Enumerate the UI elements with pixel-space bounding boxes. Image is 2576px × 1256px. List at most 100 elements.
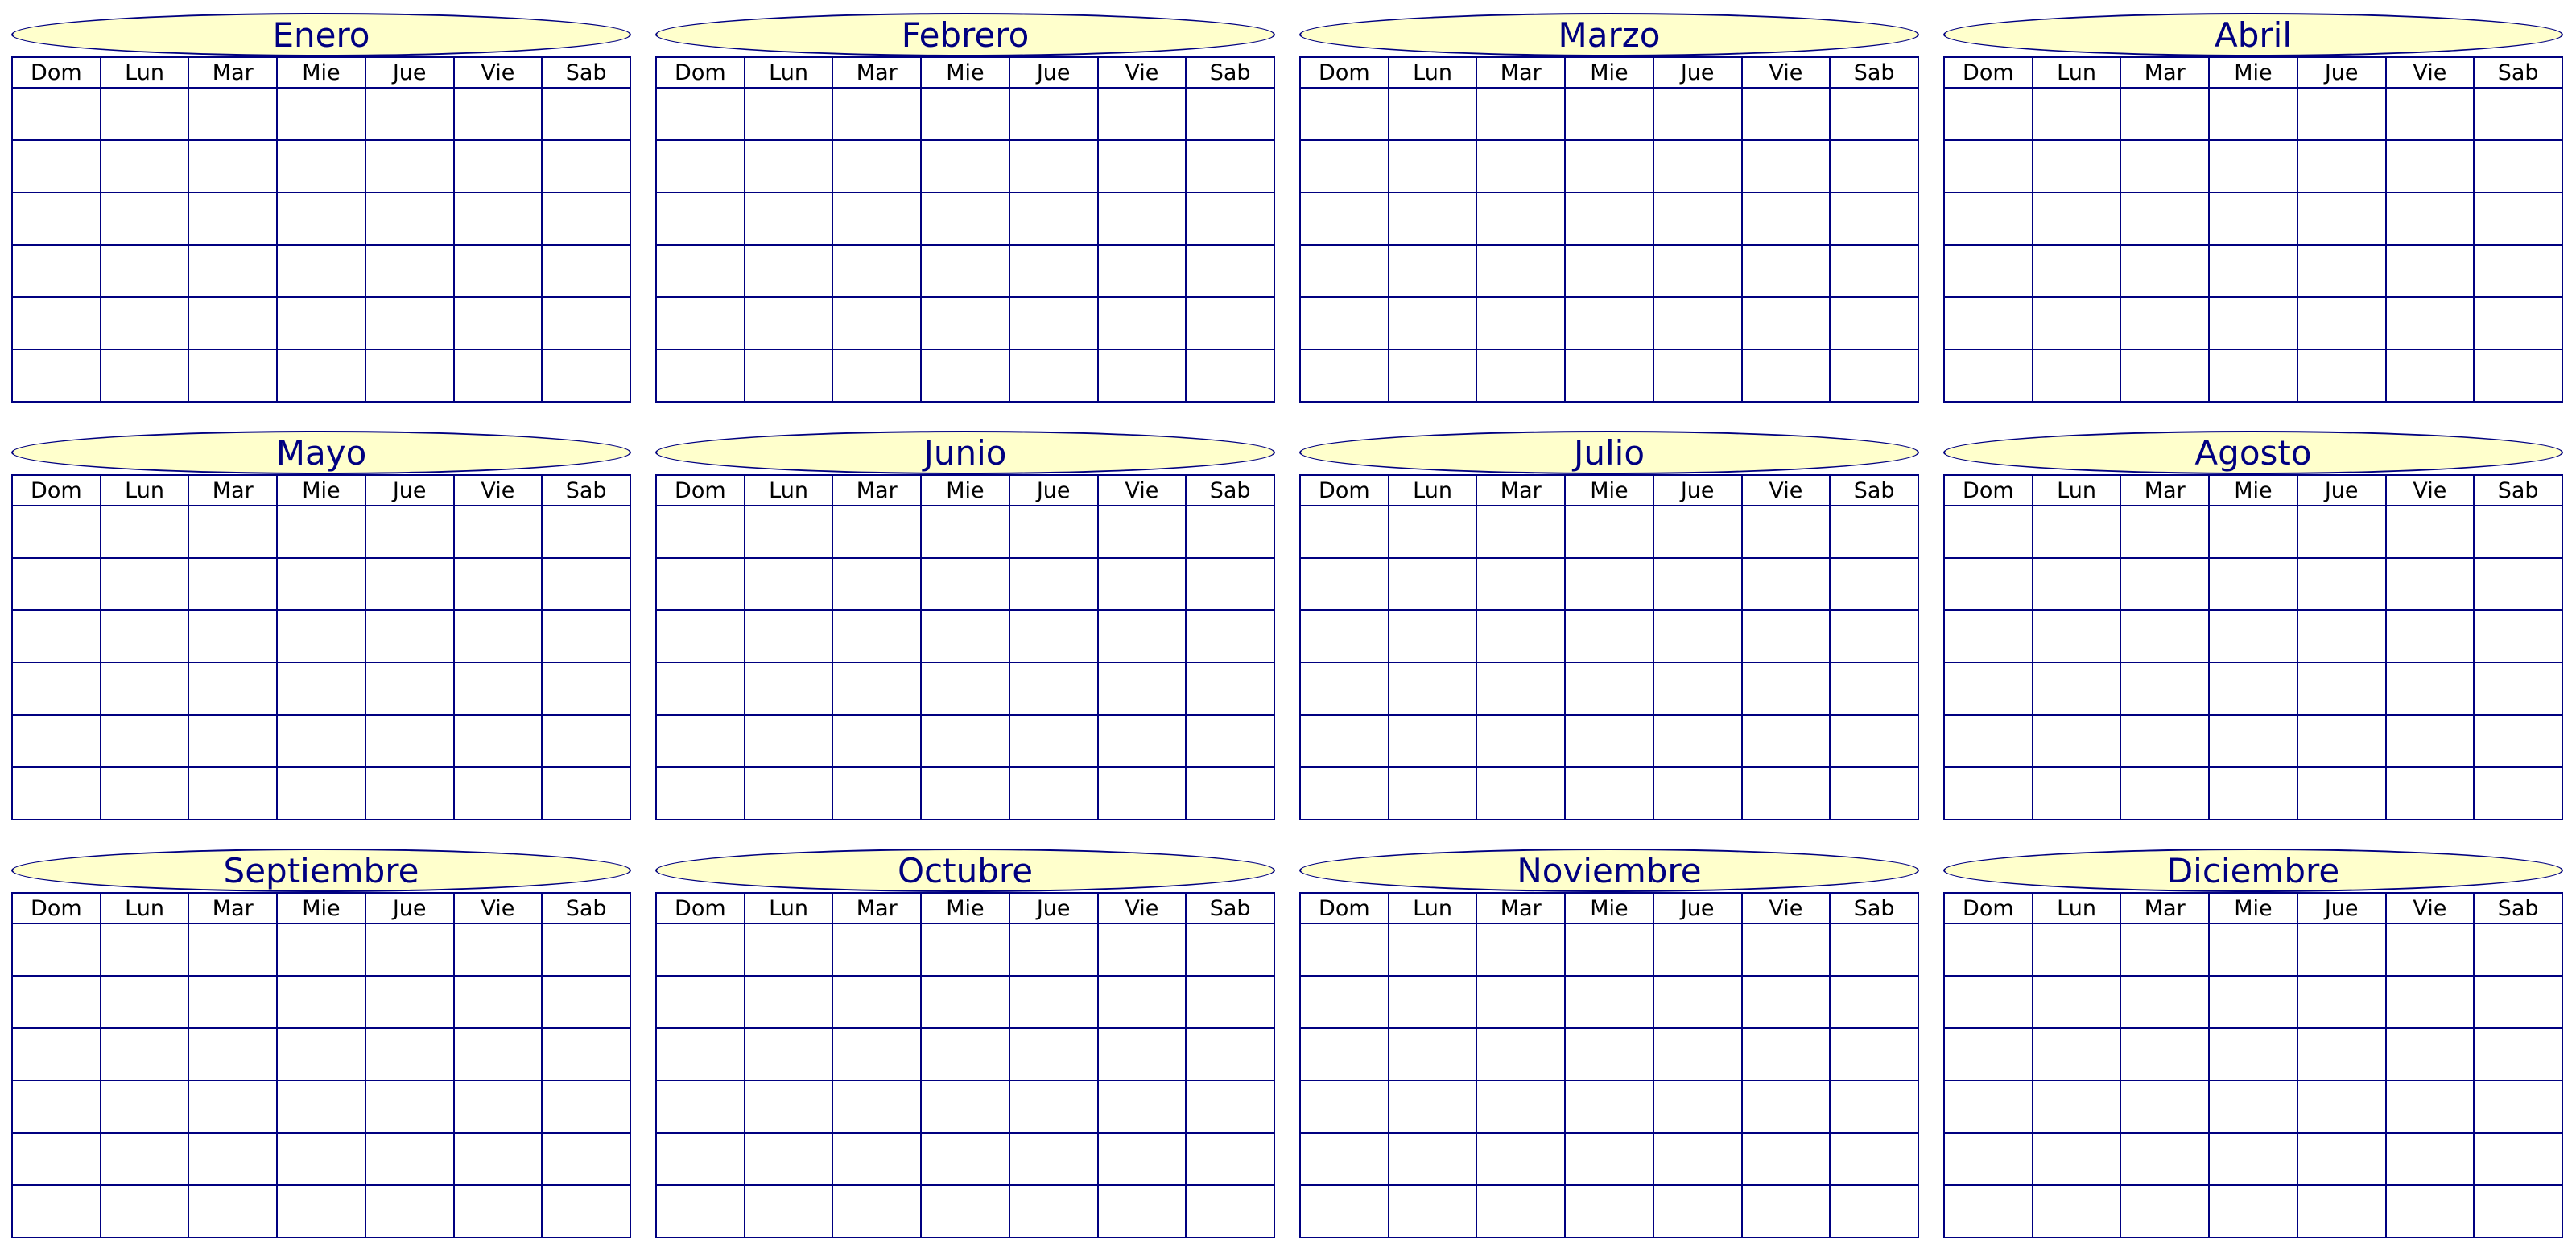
day-cell — [276, 714, 366, 768]
day-cell — [1652, 87, 1743, 141]
weekday-header: Dom — [11, 56, 101, 89]
day-cell — [1564, 1132, 1654, 1186]
day-cell — [2296, 349, 2387, 403]
day-cell — [2120, 714, 2211, 768]
week-row — [655, 244, 1275, 298]
weekday-header: Mar — [832, 474, 923, 506]
day-cell — [1476, 296, 1567, 350]
day-cell — [2031, 244, 2122, 298]
week-row — [1943, 1027, 2563, 1081]
day-cell — [1185, 609, 1275, 663]
week-row — [1943, 923, 2563, 977]
day-cell — [1564, 766, 1654, 820]
day-cell — [11, 192, 101, 246]
month-title: Julio — [1299, 431, 1919, 474]
day-cell — [11, 296, 101, 350]
day-cell — [1185, 1027, 1275, 1081]
day-cell — [2208, 505, 2298, 559]
month-grid: Dom Lun Mar Mie Jue Vie Sab — [655, 892, 1275, 1238]
day-cell — [2473, 609, 2563, 663]
weekday-header: Mar — [2120, 892, 2211, 924]
day-cell — [1652, 1027, 1743, 1081]
day-cell — [743, 1132, 834, 1186]
day-cell — [1299, 766, 1389, 820]
day-cell — [452, 714, 543, 768]
week-row — [11, 244, 631, 298]
day-cell — [1387, 1184, 1478, 1238]
day-cell — [832, 923, 923, 977]
day-cell — [2384, 87, 2475, 141]
day-cell — [1008, 1132, 1099, 1186]
day-cell — [452, 557, 543, 611]
day-cell — [276, 1132, 366, 1186]
day-cell — [1829, 296, 1919, 350]
day-cell — [364, 139, 455, 193]
week-row — [1943, 662, 2563, 716]
day-cell — [2473, 923, 2563, 977]
week-row — [1943, 1184, 2563, 1238]
day-cell — [99, 662, 190, 716]
day-cell — [2296, 923, 2387, 977]
day-cell — [1740, 662, 1831, 716]
day-cell — [1564, 923, 1654, 977]
weekday-header: Lun — [2031, 892, 2122, 924]
weekday-header: Lun — [99, 56, 190, 89]
day-cell — [364, 1184, 455, 1238]
day-cell — [1829, 192, 1919, 246]
day-cell — [1829, 1080, 1919, 1134]
day-cell — [11, 975, 101, 1029]
day-cell — [188, 349, 279, 403]
day-cell — [2031, 766, 2122, 820]
day-cell — [1299, 192, 1389, 246]
weekday-header: Sab — [1185, 892, 1275, 924]
weekday-header: Mie — [2208, 474, 2298, 506]
day-cell — [99, 349, 190, 403]
day-cell — [1096, 662, 1187, 716]
day-cell — [1008, 975, 1099, 1029]
day-cell — [1564, 1080, 1654, 1134]
day-cell — [2384, 662, 2475, 716]
month-calendar: Enero Dom Lun Mar Mie Jue Vie Sab — [11, 13, 631, 411]
day-cell — [452, 349, 543, 403]
day-cell — [655, 87, 745, 141]
day-cell — [2031, 349, 2122, 403]
week-row — [11, 662, 631, 716]
day-cell — [1564, 349, 1654, 403]
day-cell — [1185, 714, 1275, 768]
day-cell — [1387, 923, 1478, 977]
day-cell — [743, 714, 834, 768]
day-cell — [1096, 505, 1187, 559]
month-calendar: Junio Dom Lun Mar Mie Jue Vie Sab — [655, 431, 1275, 828]
day-cell — [364, 1132, 455, 1186]
day-cell — [1943, 505, 2033, 559]
day-cell — [2473, 505, 2563, 559]
weekday-header: Dom — [1299, 56, 1389, 89]
day-cell — [1740, 1027, 1831, 1081]
day-cell — [2296, 714, 2387, 768]
week-row — [655, 1132, 1275, 1186]
month-title: Mayo — [11, 431, 631, 474]
day-cell — [1564, 296, 1654, 350]
day-cell — [2384, 609, 2475, 663]
day-cell — [364, 244, 455, 298]
day-cell — [2031, 192, 2122, 246]
day-cell — [655, 662, 745, 716]
weekday-header: Mar — [188, 474, 279, 506]
day-cell — [1185, 87, 1275, 141]
day-cell — [1943, 714, 2033, 768]
day-cell — [364, 557, 455, 611]
day-cell — [1185, 557, 1275, 611]
day-cell — [2296, 87, 2387, 141]
day-cell — [2384, 923, 2475, 977]
day-cell — [541, 1184, 631, 1238]
day-cell — [655, 1080, 745, 1134]
weekday-header: Mar — [2120, 474, 2211, 506]
day-cell — [832, 139, 923, 193]
day-cell — [1185, 192, 1275, 246]
day-cell — [1829, 87, 1919, 141]
day-cell — [1476, 975, 1567, 1029]
day-cell — [99, 139, 190, 193]
day-cell — [2031, 1027, 2122, 1081]
day-cell — [276, 296, 366, 350]
weekday-header: Dom — [1299, 892, 1389, 924]
